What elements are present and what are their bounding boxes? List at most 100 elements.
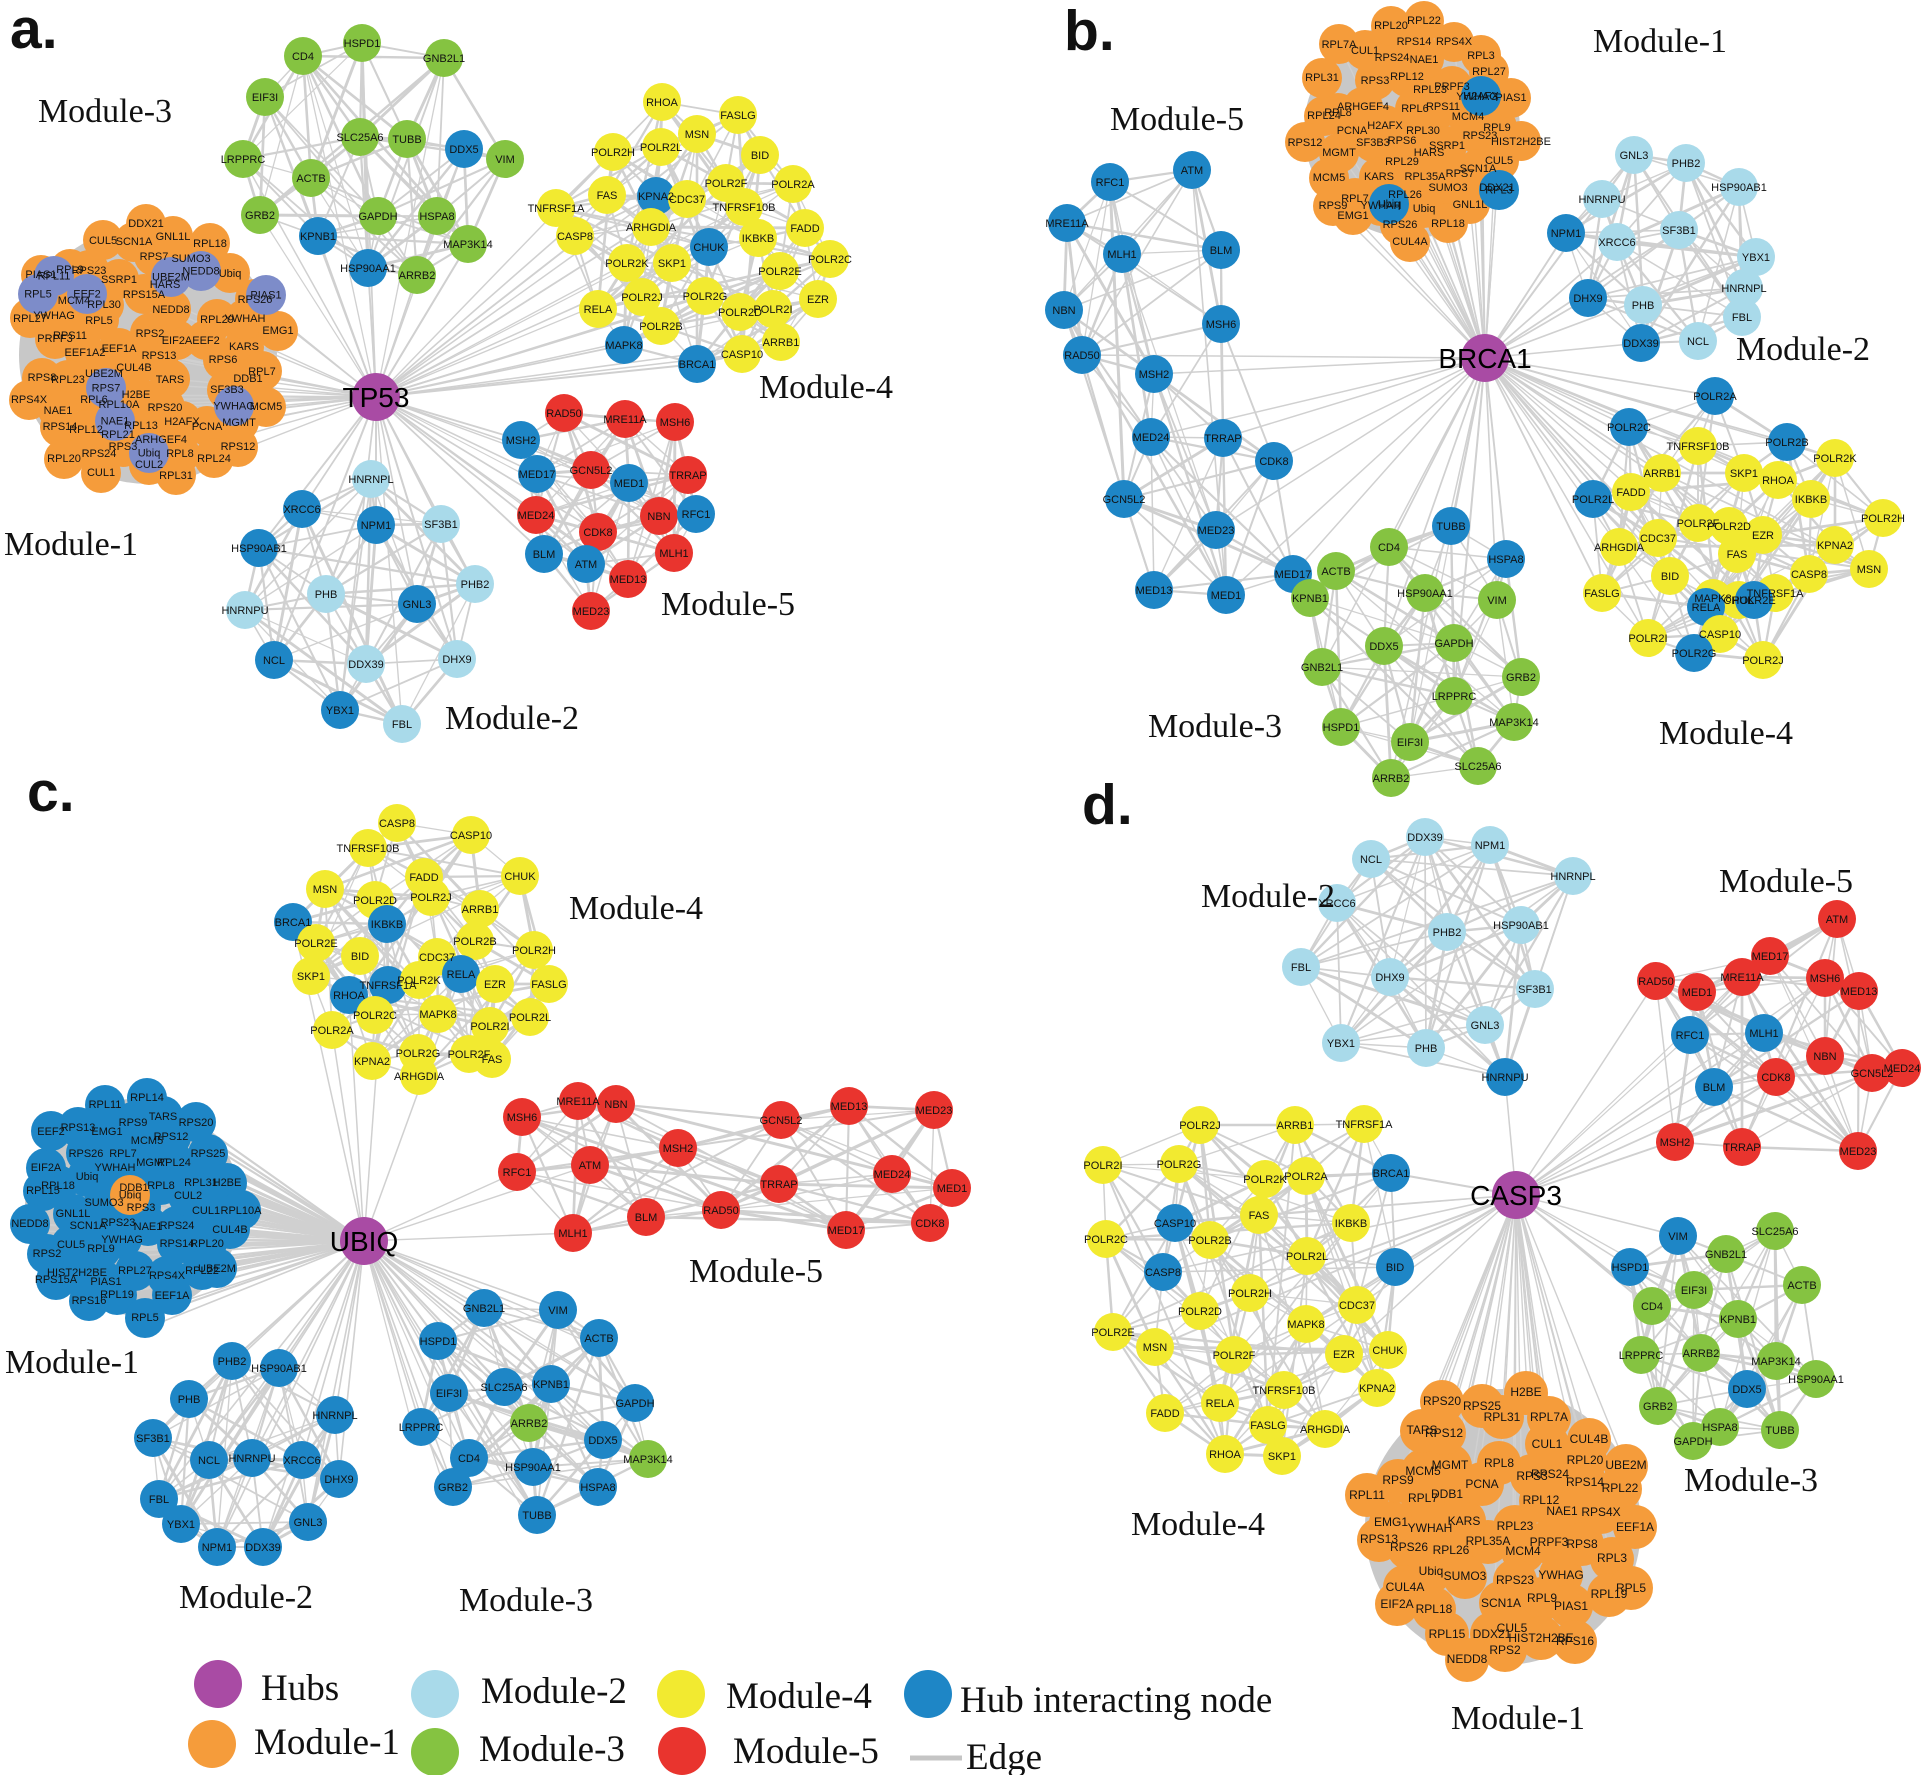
svg-text:RPS25: RPS25 (191, 1148, 226, 1160)
svg-text:RPS20: RPS20 (148, 402, 183, 414)
svg-text:CD4: CD4 (1641, 1301, 1663, 1313)
svg-text:DDX21: DDX21 (128, 218, 163, 230)
svg-text:RPL12: RPL12 (1390, 71, 1424, 83)
svg-text:MSH2: MSH2 (1660, 1137, 1691, 1149)
svg-text:KPNB1: KPNB1 (1720, 1314, 1756, 1326)
svg-text:MED23: MED23 (916, 1105, 953, 1117)
svg-text:Module-5: Module-5 (661, 586, 795, 623)
svg-text:ARRB1: ARRB1 (763, 337, 800, 349)
svg-text:MED1: MED1 (1211, 590, 1242, 602)
svg-text:HSP90AA1: HSP90AA1 (505, 1462, 561, 1474)
svg-text:GNL3: GNL3 (294, 1517, 323, 1529)
svg-text:GRB2: GRB2 (1643, 1401, 1673, 1413)
svg-text:ARRB2: ARRB2 (1373, 773, 1410, 785)
svg-text:Module-1: Module-1 (254, 1722, 400, 1763)
svg-text:MCM4: MCM4 (1505, 1544, 1541, 1558)
svg-text:Module-4: Module-4 (726, 1676, 872, 1717)
svg-text:RFC1: RFC1 (1096, 177, 1125, 189)
svg-text:RELA: RELA (1692, 602, 1721, 614)
svg-text:KPNB1: KPNB1 (300, 231, 336, 243)
svg-text:YWHAH: YWHAH (95, 1162, 136, 1174)
svg-text:EMG1: EMG1 (262, 325, 293, 337)
svg-text:RPS13: RPS13 (142, 350, 177, 362)
svg-text:RPS14: RPS14 (43, 421, 78, 433)
svg-text:MSH6: MSH6 (1206, 319, 1237, 331)
svg-text:H2AFX: H2AFX (164, 416, 200, 428)
svg-text:MCM4: MCM4 (58, 295, 90, 307)
svg-text:POLR2B: POLR2B (453, 936, 496, 948)
svg-text:GNL1L: GNL1L (56, 1208, 91, 1220)
svg-text:RPL6: RPL6 (1401, 103, 1429, 115)
svg-text:PHB2: PHB2 (1672, 158, 1701, 170)
svg-text:H2BE: H2BE (213, 1177, 242, 1189)
svg-text:RPL27: RPL27 (13, 313, 47, 325)
svg-text:YBX1: YBX1 (1742, 252, 1770, 264)
svg-text:CASP8: CASP8 (1791, 569, 1827, 581)
svg-text:BRCA1: BRCA1 (1373, 1168, 1410, 1180)
svg-text:POLR2A: POLR2A (771, 179, 815, 191)
svg-text:MED24: MED24 (1133, 432, 1170, 444)
svg-text:RPS23: RPS23 (101, 1217, 136, 1229)
svg-text:CD4: CD4 (292, 51, 314, 63)
svg-text:FASLG: FASLG (1584, 588, 1619, 600)
svg-text:MGMT: MGMT (222, 417, 256, 429)
svg-text:LRPPRC: LRPPRC (399, 1422, 444, 1434)
svg-text:DDX5: DDX5 (1732, 1384, 1761, 1396)
svg-text:EIF2A: EIF2A (31, 1162, 62, 1174)
svg-text:EZR: EZR (1333, 1349, 1355, 1361)
svg-text:FAS: FAS (1249, 1210, 1270, 1222)
svg-text:SCN1A: SCN1A (1481, 1596, 1521, 1610)
svg-text:MCM5: MCM5 (1405, 1464, 1441, 1478)
svg-text:YBX1: YBX1 (1327, 1038, 1355, 1050)
svg-text:NBN: NBN (1813, 1051, 1836, 1063)
svg-text:RPL3: RPL3 (1597, 1551, 1627, 1565)
svg-text:CUL1: CUL1 (192, 1205, 220, 1217)
svg-text:POLR2J: POLR2J (1742, 655, 1784, 667)
svg-text:EMG1: EMG1 (91, 1126, 122, 1138)
svg-text:RPL35A: RPL35A (1466, 1534, 1511, 1548)
svg-text:SF3B3: SF3B3 (210, 384, 244, 396)
svg-text:MRE11A: MRE11A (1720, 972, 1764, 984)
svg-text:PRPF3: PRPF3 (1530, 1535, 1569, 1549)
svg-text:YWHAG: YWHAG (213, 401, 255, 413)
svg-text:CDC37: CDC37 (669, 194, 705, 206)
svg-text:CUL2: CUL2 (135, 459, 163, 471)
svg-text:XRCC6: XRCC6 (1318, 898, 1355, 910)
svg-text:RPL22: RPL22 (185, 1265, 219, 1277)
svg-text:MSH2: MSH2 (1139, 369, 1170, 381)
svg-text:RPL5: RPL5 (24, 289, 52, 301)
svg-text:RPS7: RPS7 (140, 251, 169, 263)
svg-text:TNFRSF10B: TNFRSF10B (337, 843, 400, 855)
svg-text:GRB2: GRB2 (245, 210, 275, 222)
svg-text:SSRP1: SSRP1 (101, 274, 137, 286)
svg-text:RPL7: RPL7 (109, 1148, 137, 1160)
svg-text:POLR2F: POLR2F (1677, 518, 1720, 530)
svg-text:PIAS1: PIAS1 (25, 269, 56, 281)
svg-text:HSPD1: HSPD1 (344, 38, 381, 50)
svg-text:MED1: MED1 (1682, 987, 1713, 999)
svg-text:CDK8: CDK8 (583, 527, 612, 539)
svg-text:KARS: KARS (1448, 1514, 1481, 1528)
svg-text:PHB2: PHB2 (1433, 927, 1462, 939)
svg-text:RPL18: RPL18 (41, 1180, 75, 1192)
svg-text:RELA: RELA (584, 304, 613, 316)
svg-text:RPS13: RPS13 (1360, 1532, 1398, 1546)
svg-text:EZR: EZR (807, 294, 829, 306)
svg-text:RPL9: RPL9 (1527, 1591, 1557, 1605)
svg-text:KARS: KARS (229, 341, 259, 353)
svg-text:BID: BID (1661, 571, 1679, 583)
svg-text:RPL9: RPL9 (87, 1243, 115, 1255)
svg-text:POLR2I: POLR2I (753, 304, 792, 316)
svg-text:MRE11A: MRE11A (603, 414, 647, 426)
svg-text:CDC37: CDC37 (1339, 1300, 1375, 1312)
svg-text:PHB: PHB (315, 589, 338, 601)
svg-text:MAP3K14: MAP3K14 (1489, 717, 1539, 729)
svg-text:POLR2B: POLR2B (1765, 437, 1808, 449)
svg-text:RPS20: RPS20 (179, 1117, 214, 1129)
svg-text:RAD50: RAD50 (546, 408, 581, 420)
svg-text:CASP3: CASP3 (1470, 1180, 1562, 1211)
svg-text:CUL4B: CUL4B (1570, 1432, 1609, 1446)
svg-text:Module-5: Module-5 (733, 1731, 879, 1772)
svg-text:POLR2B: POLR2B (639, 321, 682, 333)
svg-text:MED23: MED23 (1840, 1146, 1877, 1158)
